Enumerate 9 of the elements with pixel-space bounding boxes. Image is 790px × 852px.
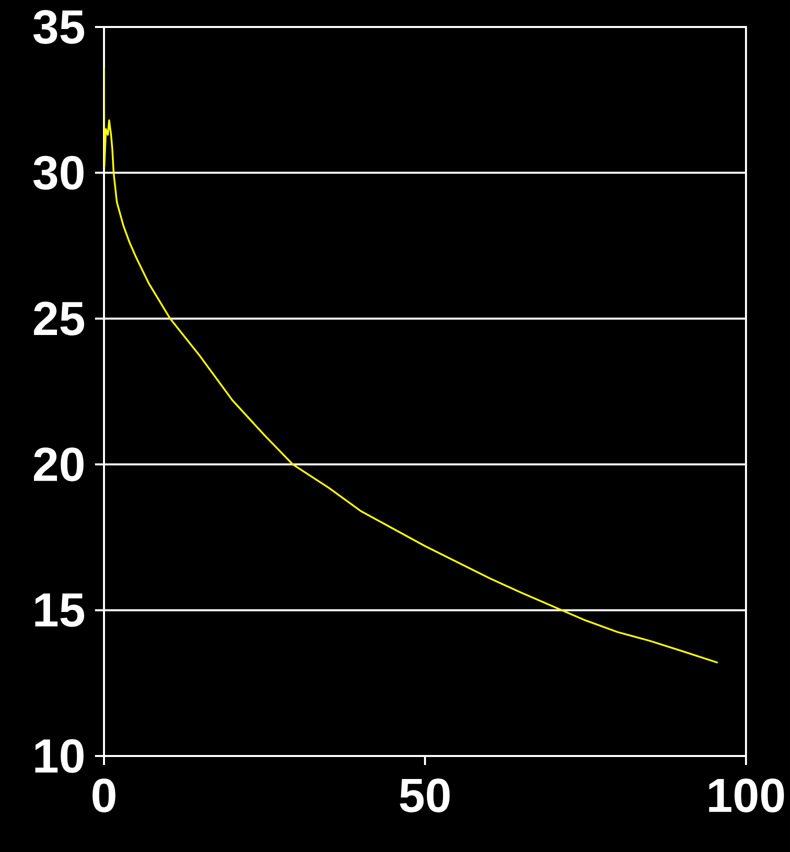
y-tick-label: 25 (34, 302, 84, 336)
y-tick-label: 30 (33, 156, 84, 190)
y-tick-label: 15 (35, 594, 84, 627)
x-tick-label: 50 (400, 778, 450, 812)
y-tick-label: 10 (35, 739, 84, 773)
y-tick-label: 35 (33, 10, 84, 44)
y-tick-label: 20 (34, 447, 84, 482)
x-tick-label: 100 (709, 778, 784, 812)
x-tick-label: 0 (92, 778, 116, 812)
